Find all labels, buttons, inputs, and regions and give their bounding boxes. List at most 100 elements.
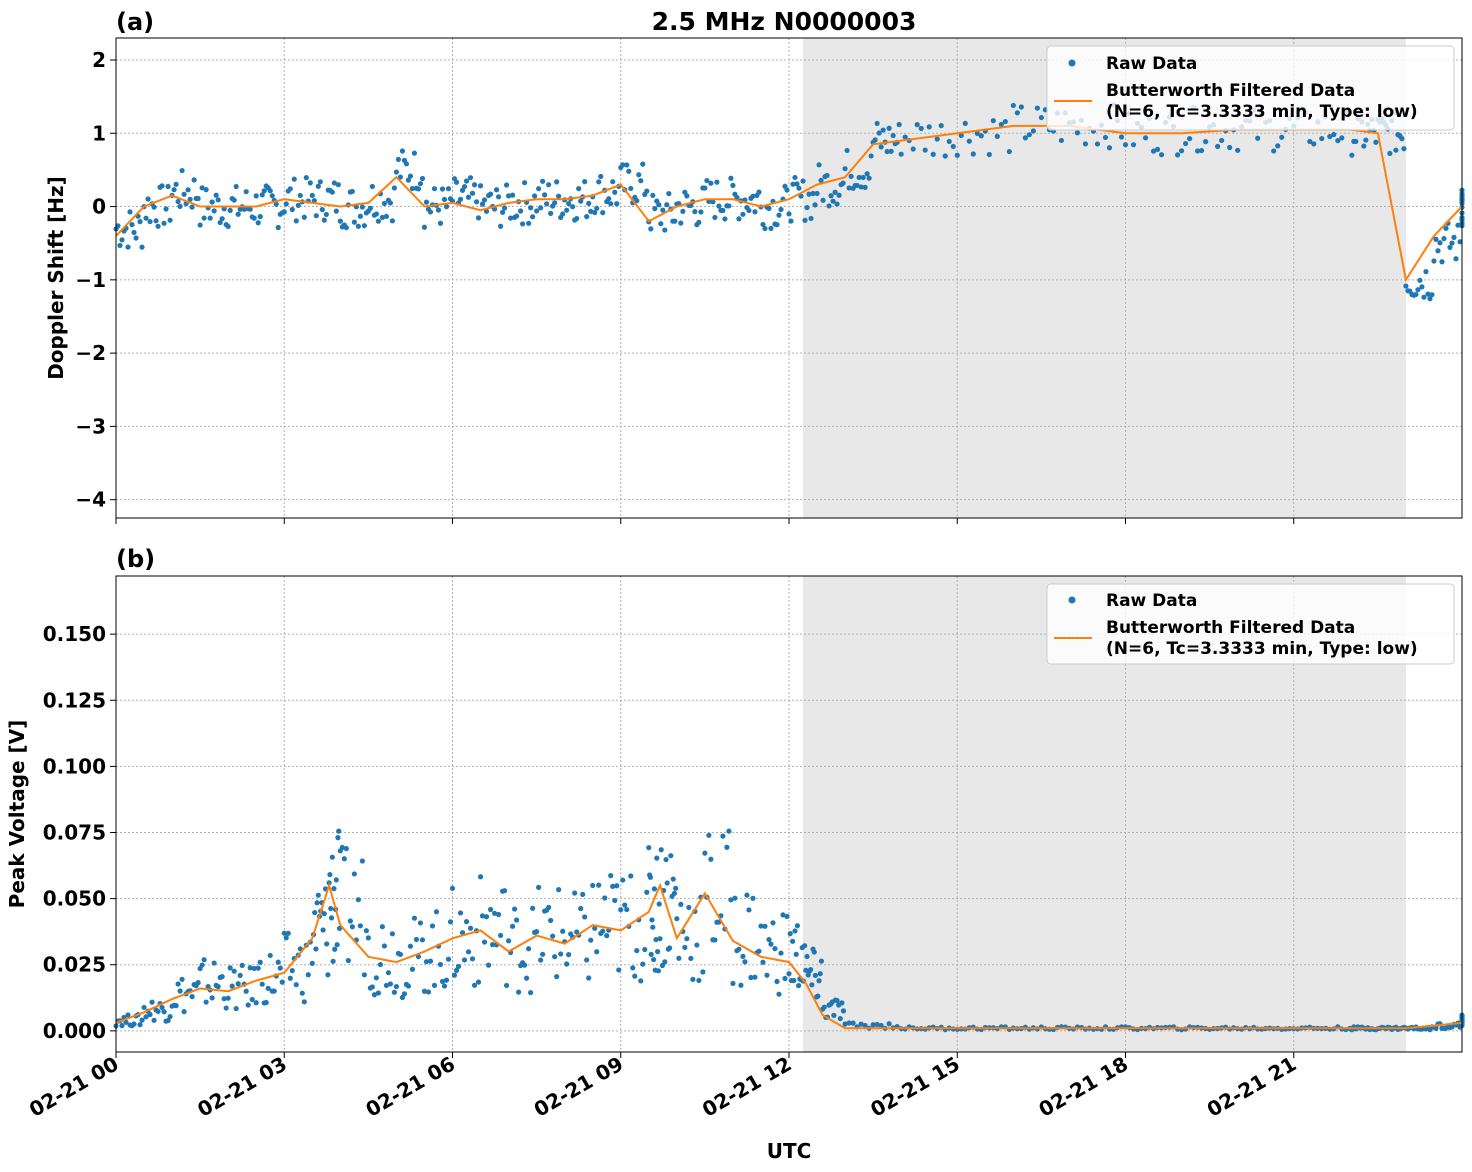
raw-data-point: [812, 972, 819, 979]
raw-data-point: [624, 906, 630, 913]
raw-data-point: [381, 200, 387, 207]
raw-data-point: [195, 980, 201, 986]
raw-data-point: [736, 216, 742, 222]
raw-data-point: [716, 203, 722, 209]
raw-data-point: [608, 201, 614, 207]
raw-data-point: [251, 215, 257, 221]
raw-data-point: [469, 956, 476, 962]
raw-data-point: [811, 949, 817, 955]
raw-data-point: [726, 828, 732, 834]
raw-data-point: [667, 945, 673, 951]
raw-data-point: [309, 960, 315, 967]
raw-data-point: [315, 183, 321, 189]
raw-data-point: [528, 205, 534, 211]
raw-data-point: [295, 202, 301, 208]
raw-data-point: [578, 198, 584, 204]
raw-data-point: [453, 179, 460, 185]
raw-data-point: [782, 975, 788, 982]
raw-data-point: [752, 209, 758, 215]
raw-data-point: [1457, 239, 1463, 245]
raw-data-point: [530, 905, 536, 911]
raw-data-point: [1433, 236, 1439, 242]
raw-data-point: [231, 197, 237, 203]
raw-data-point: [708, 180, 714, 186]
raw-data-point: [840, 180, 846, 186]
raw-data-point: [642, 946, 648, 953]
raw-data-point: [560, 928, 566, 934]
raw-data-point: [259, 981, 265, 987]
raw-data-point: [239, 962, 245, 968]
raw-data-point: [620, 877, 626, 883]
raw-data-point: [115, 223, 121, 229]
raw-data-point: [391, 989, 398, 995]
raw-data-point: [816, 978, 822, 984]
raw-data-point: [177, 988, 183, 994]
raw-data-point: [1130, 142, 1137, 148]
raw-data-point: [1118, 134, 1125, 140]
panel-a-raw-series: [113, 102, 1465, 302]
raw-data-point: [728, 897, 734, 903]
raw-data-point: [798, 193, 804, 199]
raw-data-point: [856, 174, 862, 181]
raw-data-point: [786, 211, 792, 217]
raw-data-point: [437, 220, 444, 226]
raw-data-point: [241, 206, 247, 212]
raw-data-point: [698, 209, 704, 215]
panel-a-filtered-series: [115, 124, 1463, 283]
raw-data-point: [1158, 152, 1165, 158]
raw-data-point: [465, 194, 472, 200]
raw-data-point: [393, 169, 400, 175]
panel-a-legend-raw-label: Raw Data: [1106, 54, 1197, 74]
raw-data-point: [1142, 135, 1149, 141]
raw-data-point: [772, 946, 778, 952]
raw-data-point: [862, 184, 868, 191]
raw-data-point: [207, 215, 213, 221]
raw-data-point: [522, 180, 528, 186]
raw-data-point: [791, 977, 797, 984]
raw-data-point: [636, 172, 642, 178]
raw-data-point: [846, 1020, 852, 1026]
raw-data-point: [688, 955, 694, 962]
raw-data-point: [445, 186, 452, 192]
raw-data-point: [658, 221, 664, 227]
raw-data-point: [588, 208, 594, 214]
raw-data-point: [139, 244, 145, 250]
raw-data-point: [594, 205, 600, 211]
raw-data-point: [524, 975, 530, 981]
raw-data-point: [808, 215, 814, 222]
raw-data-point: [225, 995, 231, 1001]
raw-data-point: [327, 871, 333, 878]
raw-data-point: [187, 196, 193, 202]
raw-data-point: [1002, 118, 1008, 125]
raw-data-point: [548, 210, 554, 216]
panel-b-legend-filtered-label: Butterworth Filtered Data: [1106, 618, 1355, 638]
raw-data-point: [1433, 1025, 1439, 1031]
raw-data-point: [872, 137, 878, 143]
raw-data-point: [441, 983, 448, 989]
raw-data-point: [1447, 244, 1453, 251]
raw-data-point: [427, 209, 434, 215]
raw-data-point: [175, 981, 181, 987]
raw-data-point: [455, 963, 462, 970]
raw-data-point: [542, 192, 548, 198]
raw-data-point: [243, 189, 249, 195]
raw-data-point: [279, 979, 285, 985]
raw-data-point: [1034, 105, 1040, 111]
raw-data-point: [177, 203, 183, 209]
panel-a-legend-filtered-label: Butterworth Filtered Data: [1106, 81, 1355, 101]
raw-data-point: [666, 190, 672, 197]
raw-data-point: [854, 182, 860, 189]
raw-data-point: [309, 192, 315, 198]
raw-data-point: [816, 162, 822, 168]
raw-data-point: [566, 200, 572, 207]
raw-data-point: [694, 942, 700, 948]
raw-data-point: [155, 223, 161, 229]
raw-data-point: [343, 846, 349, 852]
raw-data-point: [487, 906, 494, 913]
raw-data-point: [151, 204, 157, 210]
raw-data-point: [868, 153, 874, 159]
raw-data-point: [958, 132, 964, 139]
raw-data-point: [173, 1003, 179, 1009]
y-tick-label: 0.150: [43, 622, 106, 646]
raw-data-point: [1271, 148, 1277, 154]
